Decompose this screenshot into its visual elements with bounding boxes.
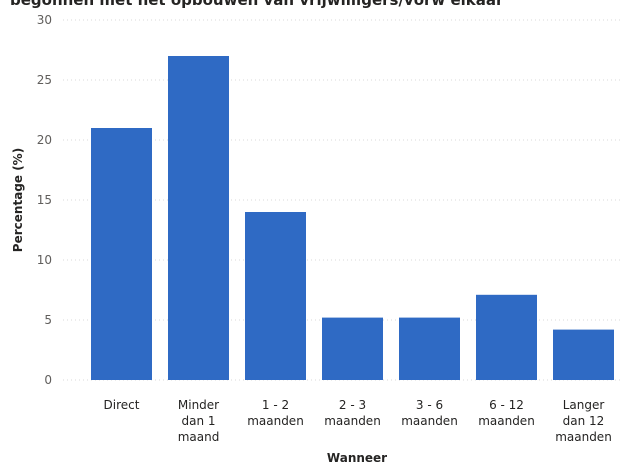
bar xyxy=(476,294,537,380)
y-axis-label: Percentage (%) xyxy=(11,148,25,252)
bars xyxy=(91,56,614,380)
x-tick-label: Direct xyxy=(104,398,140,412)
x-tick-label: 2 - 3 maanden xyxy=(324,398,381,428)
y-tick-label: 25 xyxy=(37,73,52,87)
bar xyxy=(245,212,306,380)
x-tick-label: 1 - 2 maanden xyxy=(247,398,304,428)
x-tick-label: Minder dan 1 maand xyxy=(178,398,220,444)
y-tick-label: 0 xyxy=(44,373,52,387)
bar xyxy=(168,56,229,380)
x-tick-label: 6 - 12 maanden xyxy=(478,398,535,428)
y-tick-label: 10 xyxy=(37,253,52,267)
x-tick-label: 3 - 6 maanden xyxy=(401,398,458,428)
x-tick-label: Langer dan 12 maanden xyxy=(555,398,612,444)
bar xyxy=(91,128,152,380)
bar xyxy=(322,317,383,380)
y-axis-ticks: 0 5 10 15 20 25 30 xyxy=(37,13,52,387)
y-tick-label: 5 xyxy=(44,313,52,327)
y-tick-label: 20 xyxy=(37,133,52,147)
chart-title: begonnen met het opbouwen van vrijwillig… xyxy=(10,0,504,9)
y-tick-label: 15 xyxy=(37,193,52,207)
bar xyxy=(399,317,460,380)
x-axis-label: Wanneer xyxy=(327,451,387,465)
bar xyxy=(553,329,614,380)
y-tick-label: 30 xyxy=(37,13,52,27)
